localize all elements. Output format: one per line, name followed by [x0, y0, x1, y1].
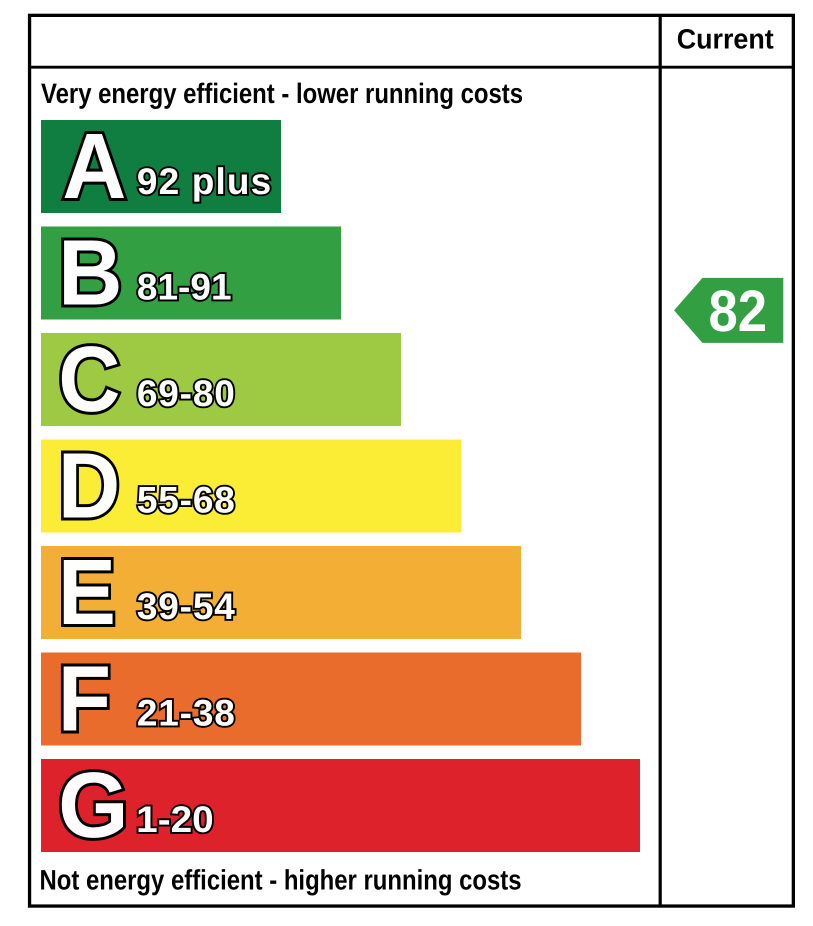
svg-text:D: D: [58, 434, 120, 538]
svg-text:Very energy efficient - lower: Very energy efficient - lower running co…: [41, 77, 523, 109]
svg-text:82: 82: [709, 279, 768, 344]
svg-text:A: A: [62, 114, 126, 218]
svg-text:C: C: [58, 327, 120, 431]
svg-text:92 plus: 92 plus: [137, 161, 271, 202]
svg-text:55-68: 55-68: [137, 479, 235, 520]
svg-text:69-80: 69-80: [137, 373, 235, 414]
svg-text:Not energy efficient - higher: Not energy efficient - higher running co…: [40, 863, 522, 895]
svg-text:Current: Current: [677, 24, 774, 55]
svg-text:39-54: 39-54: [137, 586, 235, 627]
svg-text:81-91: 81-91: [137, 266, 232, 307]
svg-text:1-20: 1-20: [136, 799, 214, 840]
svg-text:21-38: 21-38: [137, 692, 235, 733]
svg-text:G: G: [58, 753, 129, 857]
svg-text:B: B: [58, 221, 122, 325]
svg-text:F: F: [58, 647, 111, 751]
svg-text:E: E: [58, 540, 116, 644]
